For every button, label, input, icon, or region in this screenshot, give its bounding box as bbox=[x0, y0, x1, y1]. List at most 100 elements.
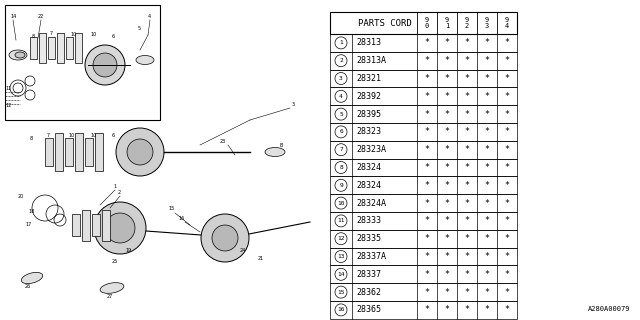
Text: 8: 8 bbox=[32, 34, 35, 39]
Text: *: * bbox=[465, 252, 470, 261]
Text: 9
3: 9 3 bbox=[485, 17, 489, 29]
Text: *: * bbox=[465, 145, 470, 154]
Circle shape bbox=[94, 202, 146, 254]
Circle shape bbox=[201, 214, 249, 262]
Text: 9
1: 9 1 bbox=[445, 17, 449, 29]
Text: 26: 26 bbox=[25, 284, 31, 289]
Text: PARTS CORD: PARTS CORD bbox=[358, 19, 412, 28]
Text: *: * bbox=[424, 38, 429, 47]
Bar bbox=[330, 230, 517, 248]
Text: *: * bbox=[445, 127, 449, 136]
Text: *: * bbox=[484, 145, 490, 154]
Text: 28324: 28324 bbox=[356, 181, 381, 190]
Bar bbox=[75, 33, 82, 63]
Text: 28335: 28335 bbox=[356, 234, 381, 243]
Text: *: * bbox=[424, 252, 429, 261]
Text: 15: 15 bbox=[337, 290, 345, 295]
Text: 9
0: 9 0 bbox=[425, 17, 429, 29]
Bar bbox=[95, 133, 103, 171]
Text: *: * bbox=[424, 92, 429, 101]
Text: *: * bbox=[504, 181, 509, 190]
Text: *: * bbox=[465, 288, 470, 297]
Text: *: * bbox=[424, 163, 429, 172]
Circle shape bbox=[116, 128, 164, 176]
Text: *: * bbox=[424, 305, 429, 314]
Text: 5: 5 bbox=[339, 112, 343, 116]
Text: 25: 25 bbox=[112, 259, 118, 264]
Text: 28324: 28324 bbox=[356, 163, 381, 172]
Ellipse shape bbox=[100, 283, 124, 293]
Text: *: * bbox=[465, 234, 470, 243]
Circle shape bbox=[85, 45, 125, 85]
Text: *: * bbox=[424, 216, 429, 225]
Text: 22: 22 bbox=[38, 14, 44, 19]
Text: *: * bbox=[504, 305, 509, 314]
Bar bbox=[330, 159, 517, 176]
Text: 18: 18 bbox=[28, 209, 35, 214]
Bar bbox=[72, 214, 80, 236]
Text: 6: 6 bbox=[112, 34, 115, 39]
Text: *: * bbox=[484, 92, 490, 101]
Text: *: * bbox=[465, 109, 470, 119]
Text: *: * bbox=[445, 38, 449, 47]
Text: *: * bbox=[504, 109, 509, 119]
Text: *: * bbox=[484, 305, 490, 314]
Text: *: * bbox=[424, 56, 429, 65]
Text: 10: 10 bbox=[337, 201, 345, 206]
Text: *: * bbox=[465, 163, 470, 172]
Text: 19: 19 bbox=[125, 248, 131, 253]
Text: *: * bbox=[465, 305, 470, 314]
Text: 28337: 28337 bbox=[356, 270, 381, 279]
Text: 28313A: 28313A bbox=[356, 56, 386, 65]
Text: 20: 20 bbox=[18, 194, 24, 199]
Text: *: * bbox=[445, 92, 449, 101]
Text: *: * bbox=[465, 216, 470, 225]
Text: *: * bbox=[504, 74, 509, 83]
Text: *: * bbox=[465, 127, 470, 136]
Bar bbox=[330, 123, 517, 141]
Bar bbox=[75, 133, 83, 171]
Bar bbox=[330, 248, 517, 265]
Text: 17: 17 bbox=[25, 222, 31, 227]
Bar bbox=[330, 283, 517, 301]
Text: 7: 7 bbox=[47, 133, 50, 138]
Text: 28395: 28395 bbox=[356, 109, 381, 119]
Text: *: * bbox=[504, 38, 509, 47]
Text: *: * bbox=[484, 199, 490, 208]
Text: 10: 10 bbox=[90, 133, 96, 138]
Text: 28333: 28333 bbox=[356, 216, 381, 225]
Text: *: * bbox=[465, 38, 470, 47]
Text: 28337A: 28337A bbox=[356, 252, 386, 261]
Ellipse shape bbox=[21, 272, 43, 284]
Text: 2: 2 bbox=[118, 190, 121, 195]
Text: 3: 3 bbox=[292, 102, 295, 107]
Text: *: * bbox=[484, 109, 490, 119]
Text: *: * bbox=[424, 127, 429, 136]
Text: *: * bbox=[465, 56, 470, 65]
Text: *: * bbox=[484, 216, 490, 225]
Text: *: * bbox=[424, 199, 429, 208]
Text: *: * bbox=[484, 270, 490, 279]
Text: 9
2: 9 2 bbox=[465, 17, 469, 29]
Text: 21: 21 bbox=[258, 256, 264, 261]
Bar bbox=[66, 37, 73, 59]
Text: *: * bbox=[445, 56, 449, 65]
Bar bbox=[30, 37, 37, 59]
Bar bbox=[45, 138, 53, 166]
Bar bbox=[330, 141, 517, 159]
Text: 12: 12 bbox=[337, 236, 345, 241]
Text: *: * bbox=[424, 181, 429, 190]
Bar bbox=[330, 52, 517, 70]
Text: 28323A: 28323A bbox=[356, 145, 386, 154]
Text: 14: 14 bbox=[337, 272, 345, 277]
Text: 28313: 28313 bbox=[356, 38, 381, 47]
Text: *: * bbox=[484, 252, 490, 261]
Text: *: * bbox=[445, 163, 449, 172]
Ellipse shape bbox=[265, 148, 285, 156]
Text: *: * bbox=[445, 252, 449, 261]
Text: *: * bbox=[465, 199, 470, 208]
Text: 13: 13 bbox=[337, 254, 345, 259]
Text: *: * bbox=[504, 270, 509, 279]
Text: 28323: 28323 bbox=[356, 127, 381, 136]
Text: 27: 27 bbox=[107, 294, 113, 299]
